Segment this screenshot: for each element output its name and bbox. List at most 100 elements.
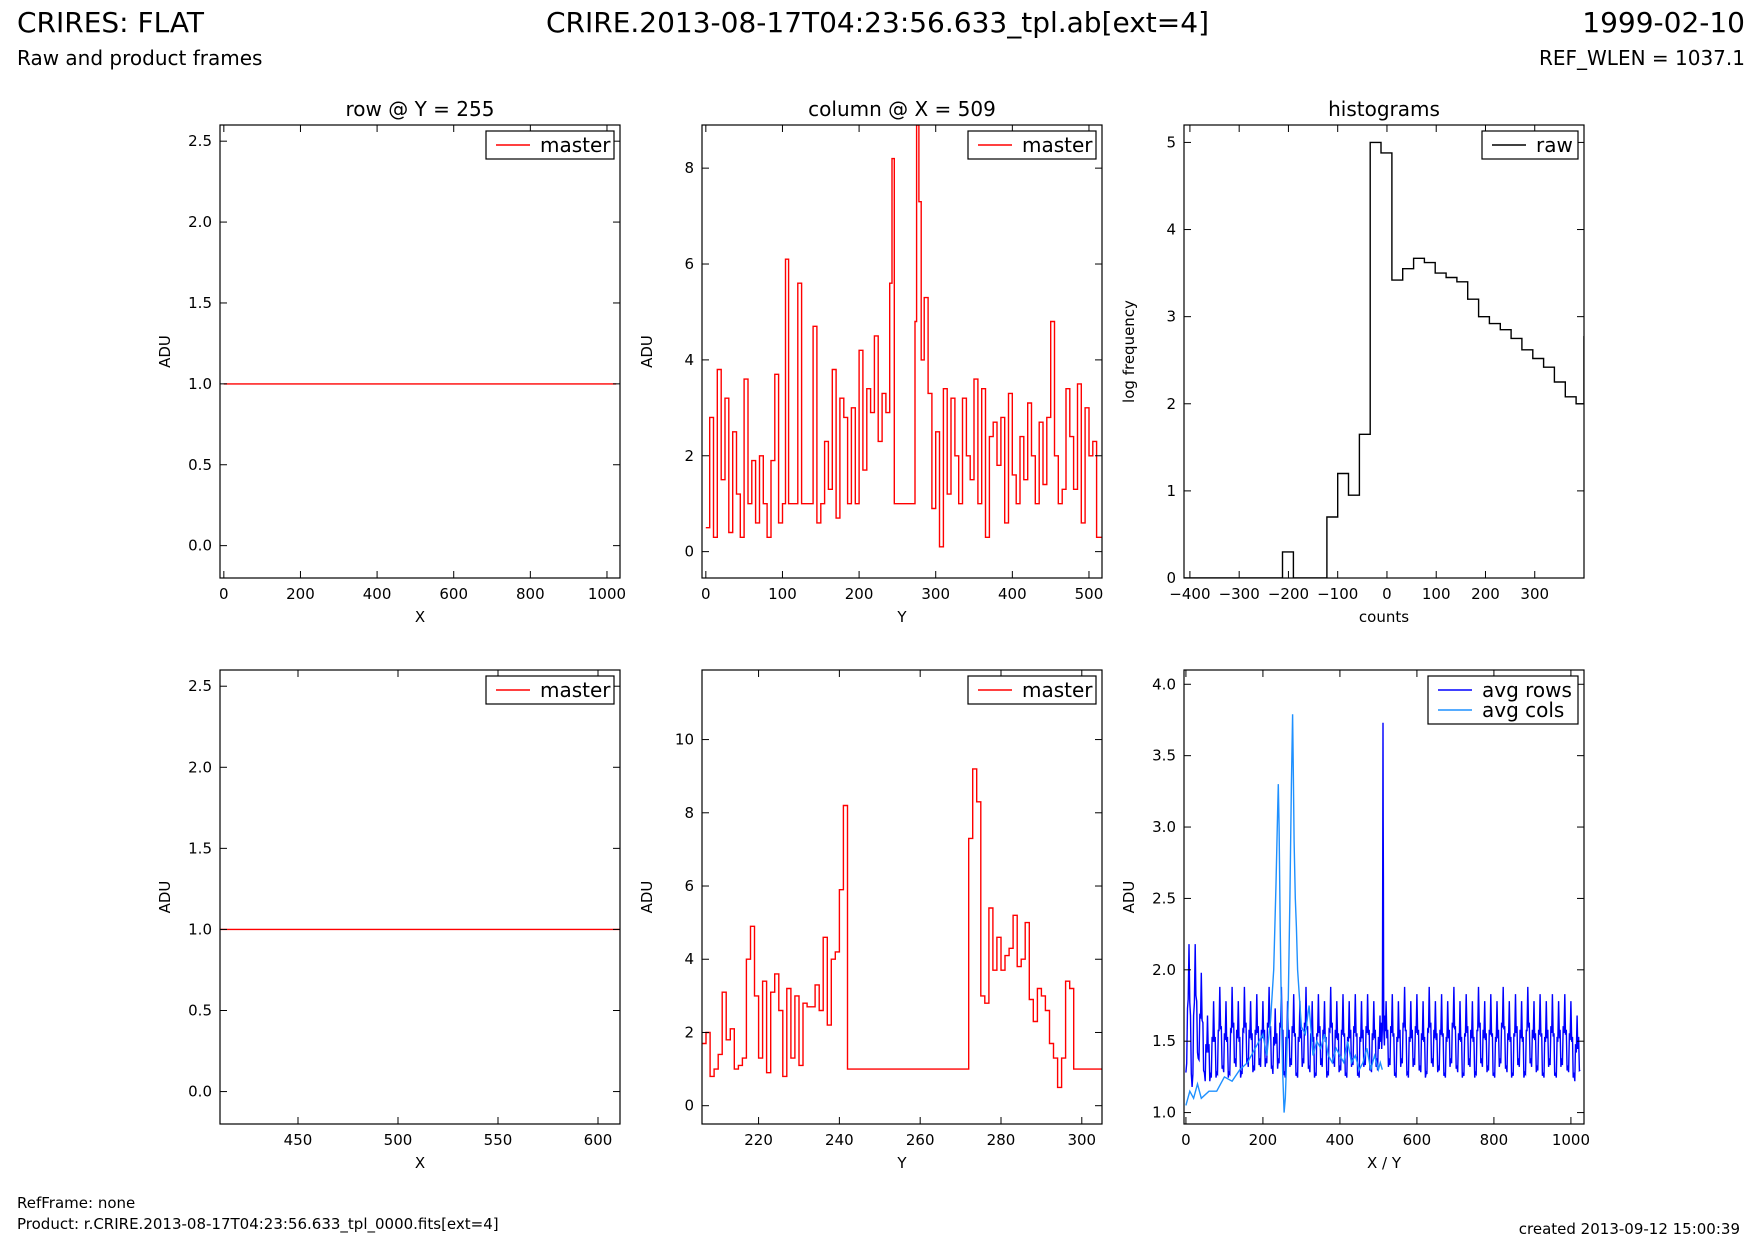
y-tick-label: 0 bbox=[684, 543, 694, 561]
x-tick-label: 800 bbox=[1480, 1131, 1509, 1149]
x-tick-label: 200 bbox=[286, 585, 315, 603]
y-tick-label: 1.0 bbox=[1152, 1104, 1176, 1122]
subplot-title: row @ Y = 255 bbox=[346, 97, 495, 121]
x-tick-label: 0 bbox=[219, 585, 229, 603]
x-tick-label: 400 bbox=[1326, 1131, 1355, 1149]
x-tick-label: 1000 bbox=[588, 585, 626, 603]
y-tick-label: 1.5 bbox=[1152, 1032, 1176, 1050]
x-tick-label: 450 bbox=[284, 1131, 313, 1149]
legend-box bbox=[1427, 675, 1579, 725]
x-axis-label: Y bbox=[896, 608, 907, 626]
x-tick-label: 550 bbox=[484, 1131, 513, 1149]
y-tick-label: 0.5 bbox=[188, 456, 212, 474]
x-tick-label: 200 bbox=[845, 585, 874, 603]
y-tick-label: 2.0 bbox=[188, 213, 212, 231]
subplot-5: 220 240 260 280 300 0 2 4 6 8 10 Y ADU master bbox=[638, 669, 1103, 1172]
created-timestamp: created 2013-09-12 15:00:39 bbox=[1518, 1220, 1740, 1238]
y-tick-label: 4.0 bbox=[1152, 675, 1176, 693]
plot-frame bbox=[701, 669, 1103, 1125]
x-tick-label: 220 bbox=[744, 1131, 773, 1149]
y-tick-label: 4 bbox=[684, 950, 694, 968]
series-line-avg-rows bbox=[1185, 722, 1581, 1087]
x-axis-label: X / Y bbox=[1367, 1154, 1402, 1172]
x-tick-label: −300 bbox=[1219, 585, 1260, 603]
y-tick-label: 5 bbox=[1166, 133, 1176, 151]
x-tick-label: 1000 bbox=[1552, 1131, 1590, 1149]
x-tick-label: 400 bbox=[998, 585, 1027, 603]
y-tick-label: 2.5 bbox=[1152, 889, 1176, 907]
y-tick-label: 2.0 bbox=[188, 758, 212, 776]
x-tick-label: 600 bbox=[584, 1131, 613, 1149]
series-line-raw bbox=[1184, 141, 1584, 578]
y-tick-label: 1 bbox=[1166, 482, 1176, 500]
legend-label: master bbox=[1022, 133, 1093, 157]
y-tick-label: 0 bbox=[684, 1097, 694, 1115]
subplot-2: 0 100 200 300 400 500 0 2 4 6 8 column @ X = 509 Y AD… bbox=[638, 97, 1103, 626]
x-tick-label: −200 bbox=[1268, 585, 1309, 603]
subplot-6: 0 200 400 600 800 1000 1.0 1.5 2.0 2.5 3.0 3.5 4.0 X … bbox=[1120, 669, 1590, 1172]
y-tick-label: 2.5 bbox=[188, 132, 212, 150]
y-axis-label: ADU bbox=[1120, 881, 1138, 914]
x-tick-label: 300 bbox=[1520, 585, 1549, 603]
x-axis-label: X bbox=[415, 1154, 425, 1172]
plot-frame bbox=[219, 124, 621, 579]
y-tick-label: 6 bbox=[684, 255, 694, 273]
observation-date: 1999-02-10 bbox=[1582, 6, 1745, 39]
x-tick-label: 100 bbox=[1422, 585, 1451, 603]
y-tick-label: 10 bbox=[675, 731, 694, 749]
subplot-4: 450 500 550 600 0.0 0.5 1.0 1.5 2.0 2.5 X ADU master bbox=[156, 669, 621, 1172]
y-axis-label: ADU bbox=[638, 335, 656, 368]
x-tick-label: 400 bbox=[363, 585, 392, 603]
legend-label: master bbox=[540, 133, 611, 157]
legend-label: avg cols bbox=[1482, 698, 1564, 722]
ref-wavelength: REF_WLEN = 1037.1 bbox=[1538, 46, 1745, 70]
x-tick-label: 200 bbox=[1249, 1131, 1278, 1149]
x-tick-label: 260 bbox=[906, 1131, 935, 1149]
subplot-title: histograms bbox=[1328, 97, 1440, 121]
legend-label: master bbox=[1022, 678, 1093, 702]
y-tick-label: 4 bbox=[684, 351, 694, 369]
x-tick-label: 300 bbox=[921, 585, 950, 603]
y-tick-label: 1.0 bbox=[188, 375, 212, 393]
y-tick-label: 2 bbox=[684, 1023, 694, 1041]
series-line-avg-cols bbox=[1185, 714, 1383, 1113]
series-line-master bbox=[705, 125, 1102, 548]
legend: master bbox=[967, 130, 1097, 160]
x-axis-label: counts bbox=[1359, 608, 1409, 626]
x-tick-label: 300 bbox=[1067, 1131, 1096, 1149]
y-tick-label: 2.5 bbox=[188, 677, 212, 695]
legend-label: avg rows bbox=[1482, 678, 1572, 702]
x-axis-label: Y bbox=[896, 1154, 907, 1172]
y-tick-label: 8 bbox=[684, 159, 694, 177]
refframe-label: RefFrame: none bbox=[17, 1194, 136, 1212]
legend-label: master bbox=[540, 678, 611, 702]
x-tick-label: 0 bbox=[701, 585, 711, 603]
legend: master bbox=[967, 675, 1097, 705]
plot-frame bbox=[1183, 669, 1585, 1125]
x-tick-label: 600 bbox=[1403, 1131, 1432, 1149]
y-tick-label: 2.0 bbox=[1152, 961, 1176, 979]
x-tick-label: −100 bbox=[1317, 585, 1358, 603]
subplot-1: 0 200 400 600 800 1000 0.0 0.5 1.0 1.5 2.0 2.5 row @… bbox=[156, 97, 626, 626]
legend-label: raw bbox=[1536, 133, 1573, 157]
plot-frame bbox=[219, 669, 621, 1125]
legend: master bbox=[485, 675, 615, 705]
x-tick-label: 0 bbox=[1181, 1131, 1191, 1149]
series-line-master bbox=[702, 768, 1102, 1089]
x-tick-label: 0 bbox=[1382, 585, 1392, 603]
y-tick-label: 3.5 bbox=[1152, 747, 1176, 765]
y-tick-label: 1.5 bbox=[188, 294, 212, 312]
x-axis-label: X bbox=[415, 608, 425, 626]
y-tick-label: 8 bbox=[684, 804, 694, 822]
x-tick-label: −400 bbox=[1169, 585, 1210, 603]
x-tick-label: 280 bbox=[987, 1131, 1016, 1149]
y-tick-label: 0.0 bbox=[188, 537, 212, 555]
product-label: Product: r.CRIRE.2013-08-17T04:23:56.633… bbox=[17, 1215, 499, 1233]
figure-title: CRIRES: FLAT bbox=[17, 6, 204, 39]
subplot-title: column @ X = 509 bbox=[808, 97, 996, 121]
y-axis-label: ADU bbox=[156, 335, 174, 368]
x-tick-label: 800 bbox=[516, 585, 545, 603]
plot-frame bbox=[701, 124, 1103, 579]
